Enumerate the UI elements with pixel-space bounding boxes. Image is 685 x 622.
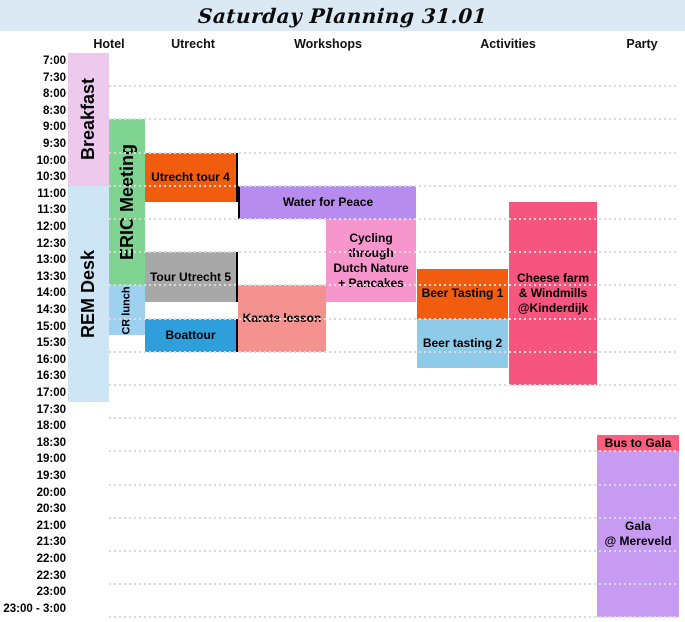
event-label: Utrecht tour 4 (151, 169, 230, 184)
time-label: 18:00 (36, 420, 66, 433)
time-label: 17:30 (36, 403, 66, 416)
hour-gridline-overlay (109, 483, 679, 486)
time-label: 16:00 (36, 353, 66, 366)
event-label: Cycling through Dutch Nature + Pancakes (333, 230, 409, 290)
time-label: 10:00 (36, 154, 66, 167)
event-label: Breakfast (78, 78, 99, 161)
hour-gridline-overlay (109, 417, 679, 420)
time-label: 10:30 (36, 171, 66, 184)
event-eric-meeting[interactable]: ERIC Meeting (109, 119, 145, 286)
event-gala-mereveld[interactable]: Gala @ Mereveld (597, 451, 679, 618)
planner-title-bar: Saturday Planning 31.01 (0, 0, 685, 31)
hour-gridline-overlay (109, 251, 679, 254)
column-header-activities: Activities (480, 37, 536, 51)
time-label: 15:00 (36, 320, 66, 333)
column-header-hotel: Hotel (93, 37, 125, 51)
hour-gridline-overlay (109, 85, 679, 88)
hour-gridline-overlay (109, 317, 679, 320)
event-breakfast[interactable]: Breakfast (68, 53, 109, 186)
hour-gridline-overlay (109, 218, 679, 220)
hour-gridline-overlay (109, 118, 679, 121)
hour-gridline-overlay (109, 350, 679, 353)
event-label: REM Desk (78, 249, 99, 338)
time-label: 22:30 (36, 569, 66, 582)
time-label: 13:30 (36, 270, 66, 283)
time-label: 14:30 (36, 304, 66, 316)
event-label: Bus to Gala (604, 435, 672, 450)
time-label: 19:00 (36, 453, 66, 466)
hour-gridline-overlay (109, 583, 679, 586)
time-label: 16:30 (36, 370, 66, 383)
event-cheese-farm-windmills[interactable]: Cheese farm & Windmills @Kinderdijk (509, 202, 597, 385)
column-header-utrecht: Utrecht (171, 37, 215, 51)
time-label: 17:00 (36, 387, 66, 399)
event-utrecht-tour-4[interactable]: Utrecht tour 4 (145, 152, 238, 203)
column-header-workshops: Workshops (294, 37, 362, 51)
hour-gridline-overlay (109, 616, 679, 619)
time-label: 23:00 - 3:00 (3, 602, 66, 615)
time-label: 8:30 (42, 104, 66, 117)
time-label: 18:30 (36, 436, 66, 449)
time-label: 12:30 (36, 237, 66, 250)
time-label: 14:00 (36, 287, 66, 300)
event-cycling-dutch-nature[interactable]: Cycling through Dutch Nature + Pancakes (326, 219, 416, 302)
time-label: 15:30 (36, 337, 66, 350)
event-bus-to-gala[interactable]: Bus to Gala (597, 434, 679, 452)
time-label: 8:00 (42, 88, 66, 101)
event-label: Beer tasting 2 (422, 335, 503, 350)
time-label: 21:00 (36, 519, 66, 532)
event-tour-utrecht-5[interactable]: Tour Utrecht 5 (145, 252, 238, 302)
event-beer-tasting-2[interactable]: Beer tasting 2 (417, 318, 508, 369)
time-label: 19:30 (36, 470, 66, 482)
time-label: 9:30 (42, 138, 66, 150)
event-boattour[interactable]: Boattour (145, 318, 238, 352)
time-label: 20:00 (36, 486, 66, 499)
time-label: 7:00 (42, 55, 66, 67)
time-label: 11:00 (37, 187, 66, 200)
hour-gridline-overlay (109, 184, 679, 187)
event-label: Tour Utrecht 5 (149, 269, 232, 284)
event-label: Cheese farm & Windmills @Kinderdijk (516, 271, 590, 316)
hour-gridline-overlay (109, 384, 679, 386)
event-label: Gala @ Mereveld (604, 519, 672, 549)
time-label: 22:00 (36, 553, 66, 565)
event-label: Beer Tasting 1 (421, 286, 504, 301)
event-label: Water for Peace (282, 194, 374, 209)
hour-gridline-overlay (109, 516, 679, 519)
event-cr-lunch[interactable]: CR lunch (109, 285, 145, 336)
event-label: ERIC Meeting (117, 144, 138, 261)
hour-gridline-overlay (109, 284, 679, 287)
event-water-for-peace[interactable]: Water for Peace (238, 185, 416, 219)
time-label: 23:00 (36, 586, 66, 599)
time-label: 13:00 (36, 254, 66, 267)
time-label: 11:30 (37, 204, 66, 217)
time-label: 9:00 (42, 121, 66, 134)
page-title: Saturday Planning 31.01 (197, 3, 488, 28)
event-label: CR lunch (120, 286, 133, 335)
event-label: Boattour (165, 327, 216, 342)
hour-gridline-overlay (109, 450, 679, 453)
time-label: 7:30 (42, 71, 66, 84)
time-label: 21:30 (36, 536, 66, 549)
time-label: 20:30 (36, 503, 66, 516)
column-header-party: Party (626, 37, 658, 51)
hour-gridline-overlay (109, 151, 679, 154)
hour-gridline-overlay (109, 550, 679, 552)
event-beer-tasting-1[interactable]: Beer Tasting 1 (417, 268, 508, 319)
event-rem-desk[interactable]: REM Desk (68, 185, 109, 402)
time-label: 12:00 (36, 221, 66, 233)
